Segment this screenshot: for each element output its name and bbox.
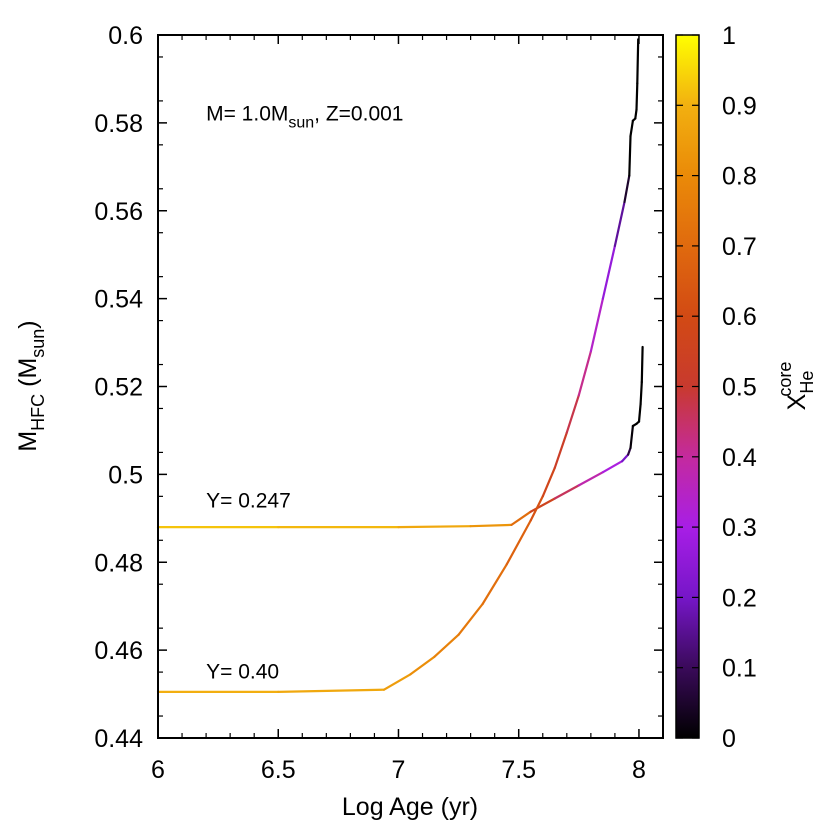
- series-0-segment: [640, 345, 644, 384]
- series-0-segment: [626, 446, 632, 456]
- series-0-segment: [637, 403, 642, 423]
- series-0-segment: [397, 525, 472, 529]
- colorbar-ticks: 0 0.1 0.2 0.3 0.4 0.5 0.6 0.7 0.8 0.9 1: [676, 22, 757, 753]
- series-1-segment: [382, 673, 412, 691]
- series-1-segment: [277, 688, 386, 694]
- series-1-segment: [613, 200, 626, 247]
- series-1-segment: [457, 602, 484, 636]
- series-0-segment: [620, 453, 630, 463]
- y-axis-title: MHFC (Msun): [14, 320, 48, 451]
- series-1-segment: [541, 466, 556, 498]
- colorbar-tick-label: 0.6: [722, 303, 757, 331]
- series-1: [156, 38, 640, 694]
- series-label-y040: Y= 0.40: [206, 661, 279, 684]
- series-0-segment: [629, 424, 635, 450]
- series-1-segment: [481, 563, 508, 606]
- x-axis-title: Log Age (yr): [342, 793, 478, 821]
- series-1-segment: [505, 519, 532, 566]
- y-tick-label: 0.58: [94, 110, 143, 138]
- series-1-segment: [601, 244, 617, 300]
- series-1-segment: [635, 82, 639, 111]
- series-layer: [156, 38, 644, 694]
- x-tick-label: 6: [151, 756, 165, 784]
- series-1-segment: [433, 633, 460, 658]
- y-tick-label: 0.44: [94, 725, 143, 753]
- x-axis-ticks: 6 6.5 7 7.5 8: [151, 35, 664, 784]
- series-1-segment: [634, 108, 638, 120]
- series-1-segment: [409, 655, 436, 676]
- x-tick-label: 7.5: [501, 756, 536, 784]
- y-axis-ticks: 0.44 0.46 0.48 0.5 0.52 0.54 0.56 0.58 0.6: [94, 22, 663, 753]
- x-tick-label: 7: [392, 756, 406, 784]
- series-1-segment: [529, 495, 544, 522]
- series-0-segment: [601, 460, 624, 474]
- series-1-segment: [628, 135, 632, 177]
- y-tick-label: 0.5: [108, 461, 143, 489]
- series-0-segment: [529, 497, 556, 513]
- y-tick-label: 0.56: [94, 198, 143, 226]
- series-0-segment: [553, 484, 580, 500]
- series-1-segment: [565, 394, 580, 434]
- series-0-segment: [639, 381, 643, 406]
- colorbar-tick-label: 0.1: [722, 655, 757, 683]
- colorbar-tick-label: 0.8: [722, 163, 757, 191]
- colorbar-tick-label: 0.3: [722, 514, 757, 542]
- model-parameters-annotation: M= 1.0Msun, Z=0.001: [206, 103, 403, 132]
- x-tick-label: 6.5: [261, 756, 296, 784]
- series-0: [156, 345, 644, 529]
- colorbar-tick-label: 0.4: [722, 444, 757, 472]
- x-tick-label: 8: [632, 756, 646, 784]
- colorbar-tick-label: 0.7: [722, 233, 757, 261]
- series-1-segment: [623, 174, 631, 204]
- series-0-segment: [577, 471, 605, 487]
- series-label-y0247: Y= 0.247: [206, 489, 291, 512]
- series-1-segment: [589, 297, 605, 353]
- series-1-segment: [629, 119, 635, 138]
- colorbar-tick-label: 0.9: [722, 92, 757, 120]
- y-tick-label: 0.52: [94, 374, 143, 402]
- y-tick-label: 0.54: [94, 286, 143, 314]
- y-tick-label: 0.48: [94, 549, 143, 577]
- series-1-segment: [636, 38, 640, 85]
- series-1-segment: [577, 350, 593, 397]
- colorbar-tick-label: 1: [722, 22, 736, 50]
- colorbar-title: XHecore: [775, 362, 817, 411]
- series-0-segment: [469, 523, 513, 528]
- colorbar-tick-label: 0.5: [722, 374, 757, 402]
- y-tick-label: 0.6: [108, 22, 143, 50]
- y-tick-label: 0.46: [94, 637, 143, 665]
- colorbar-tick-label: 0.2: [722, 584, 757, 612]
- plot-frame: [157, 34, 664, 739]
- colorbar-tick-label: 0: [722, 725, 736, 753]
- series-0-segment: [510, 510, 532, 527]
- series-1-segment: [553, 431, 568, 469]
